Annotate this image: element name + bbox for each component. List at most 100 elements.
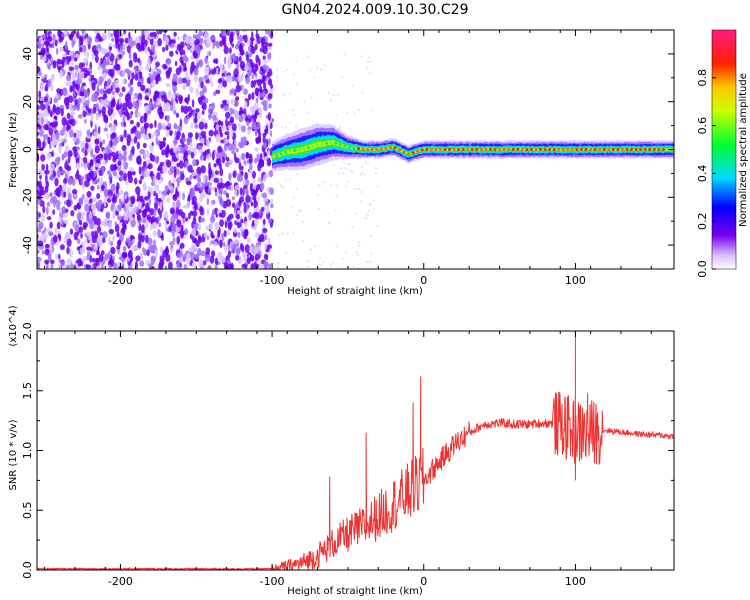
noise-speck	[79, 90, 85, 97]
noise-speck	[131, 145, 135, 155]
noise-speck	[247, 129, 251, 136]
noise-speck	[241, 125, 246, 133]
noise-speck	[116, 136, 121, 142]
noise-speck	[146, 249, 150, 257]
noise-speck	[79, 247, 85, 255]
noise-speck	[162, 104, 167, 112]
noise-speck	[117, 204, 123, 210]
noise-speck	[239, 242, 244, 251]
signal-peak	[461, 148, 465, 151]
noise-speck	[176, 177, 182, 183]
noise-speck	[59, 69, 63, 79]
noise-speck	[217, 145, 223, 153]
noise-speck	[42, 140, 46, 149]
noise-speck	[121, 86, 126, 93]
noise-speck	[252, 183, 257, 191]
noise-speck	[236, 210, 243, 215]
noise-speck	[213, 177, 220, 183]
noise-speck	[47, 105, 51, 114]
noise-speck	[103, 190, 107, 195]
noise-speck	[206, 148, 211, 153]
noise-speck	[202, 260, 207, 266]
noise-speck	[139, 260, 145, 267]
noise-speck	[204, 122, 208, 130]
noise-speck	[159, 260, 165, 267]
faint-speck	[351, 171, 354, 174]
faint-speck	[338, 171, 341, 174]
noise-speck	[198, 59, 204, 68]
faint-speck	[369, 260, 372, 263]
faint-speck	[345, 185, 348, 188]
noise-speck	[172, 212, 178, 218]
noise-speck	[72, 89, 76, 98]
noise-speck	[110, 126, 114, 133]
noise-speck	[246, 120, 250, 127]
noise-speck	[223, 105, 229, 112]
noise-speck	[160, 122, 167, 131]
signal-peak	[657, 148, 661, 151]
noise-speck	[179, 50, 184, 56]
noise-speck	[125, 205, 130, 214]
noise-speck	[235, 254, 240, 261]
noise-speck	[86, 50, 90, 59]
noise-speck	[139, 148, 145, 155]
noise-speck	[143, 160, 147, 168]
noise-speck	[40, 103, 46, 111]
noise-speck	[193, 238, 197, 244]
noise-speck	[47, 36, 53, 43]
noise-speck	[240, 219, 244, 224]
noise-speck	[93, 50, 99, 56]
noise-speck	[169, 130, 173, 137]
noise-speck	[173, 110, 177, 115]
signal-peak	[557, 148, 561, 151]
noise-speck	[165, 70, 171, 76]
noise-speck	[76, 169, 79, 177]
noise-speck	[183, 263, 187, 269]
noise-speck	[214, 187, 217, 193]
faint-speck	[342, 172, 345, 175]
faint-speck	[342, 257, 345, 260]
noise-speck	[127, 240, 133, 247]
noise-speck	[56, 221, 61, 230]
noise-speck	[49, 231, 54, 237]
noise-speck	[245, 152, 249, 158]
noise-speck	[257, 244, 261, 252]
signal-peak	[548, 148, 552, 151]
noise-speck	[49, 175, 54, 181]
noise-speck	[200, 95, 206, 100]
signal-peak	[520, 148, 524, 151]
noise-speck	[110, 246, 116, 255]
noise-speck	[132, 238, 136, 244]
noise-speck	[156, 68, 162, 75]
noise-speck	[262, 45, 268, 55]
noise-speck	[180, 230, 184, 239]
noise-speck	[201, 190, 207, 199]
noise-speck	[120, 121, 124, 127]
noise-speck	[233, 68, 239, 77]
noise-speck	[244, 244, 250, 254]
signal-peak	[525, 148, 529, 151]
noise-speck	[37, 42, 42, 49]
noise-speck	[70, 59, 74, 66]
noise-speck	[191, 210, 198, 217]
faint-speck	[365, 161, 367, 164]
noise-speck	[223, 56, 227, 65]
faint-speck	[273, 89, 276, 91]
noise-speck	[44, 193, 50, 200]
noise-speck	[206, 154, 211, 161]
noise-speck	[80, 216, 85, 221]
noise-speck	[89, 170, 94, 178]
noise-speck	[169, 50, 174, 57]
noise-speck	[106, 80, 111, 88]
noise-speck	[143, 134, 150, 140]
noise-speck	[182, 77, 187, 84]
signal-peak	[320, 142, 324, 146]
faint-speck	[346, 111, 349, 114]
noise-speck	[177, 146, 181, 152]
noise-speck	[182, 254, 187, 262]
noise-speck	[221, 124, 227, 132]
noise-speck	[237, 74, 243, 83]
noise-speck	[218, 178, 222, 183]
noise-speck	[223, 230, 227, 237]
